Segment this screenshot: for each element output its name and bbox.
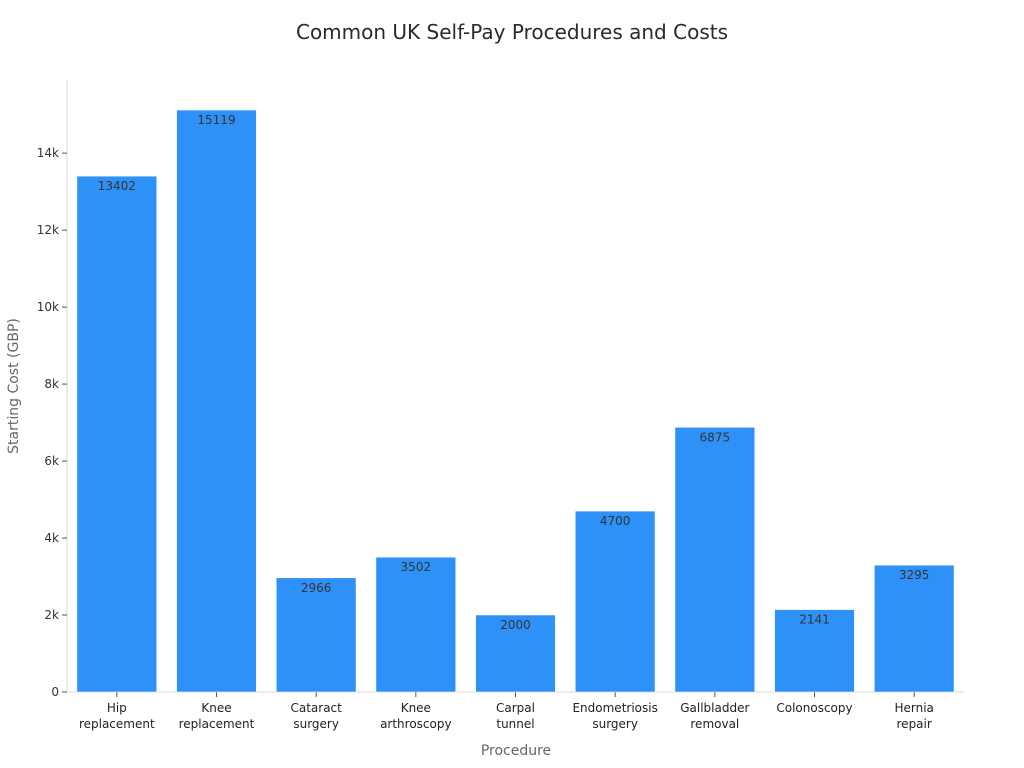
bars bbox=[76, 109, 955, 693]
data-label: 2966 bbox=[301, 581, 332, 595]
x-tick-label: Endometriosis surgery bbox=[572, 701, 657, 731]
data-label: 2000 bbox=[500, 618, 531, 632]
y-tick-label: 14k bbox=[37, 146, 59, 160]
y-tick-label: 8k bbox=[44, 377, 59, 391]
data-labels: 13402 15119 2966 3502 2000 4700 6875 2141 3295 bbox=[98, 113, 930, 632]
x-tick-label: Colonoscopy bbox=[776, 701, 852, 715]
y-tick-label: 0 bbox=[51, 685, 59, 699]
data-label: 3502 bbox=[401, 560, 432, 574]
data-label: 3295 bbox=[899, 568, 930, 582]
bar bbox=[874, 564, 955, 693]
x-tick-label: Hernia repair bbox=[894, 701, 933, 731]
x-tick-label: Gallbladder removal bbox=[680, 701, 749, 731]
x-tick-label: Cataract surgery bbox=[290, 701, 342, 731]
bar bbox=[475, 614, 556, 693]
bar bbox=[774, 609, 855, 693]
y-axis-title: Starting Cost (GBP) bbox=[6, 318, 22, 454]
bar bbox=[575, 510, 656, 693]
bar bbox=[674, 427, 755, 693]
x-tick-label: Carpal tunnel bbox=[496, 701, 535, 731]
data-label: 15119 bbox=[197, 113, 235, 127]
data-label: 2141 bbox=[799, 613, 830, 627]
x-axis: Hip replacement Knee replacement Cataract sur… bbox=[67, 691, 964, 731]
y-axis: 0 2k 4k 6k 8k 10k 12k 14k bbox=[37, 80, 68, 699]
x-tick-label: Knee arthroscopy bbox=[380, 701, 452, 731]
y-tick-label: 6k bbox=[44, 454, 59, 468]
bar bbox=[76, 175, 157, 693]
x-tick-label: Hip replacement bbox=[79, 701, 155, 731]
bar bbox=[276, 577, 357, 693]
y-tick-label: 2k bbox=[44, 608, 59, 622]
data-label: 4700 bbox=[600, 514, 631, 528]
data-label: 6875 bbox=[700, 430, 731, 444]
data-label: 13402 bbox=[98, 179, 136, 193]
x-tick-label: Knee replacement bbox=[179, 701, 255, 731]
y-tick-label: 10k bbox=[37, 300, 59, 314]
bar bbox=[176, 109, 257, 693]
y-tick-label: 4k bbox=[44, 531, 59, 545]
chart-title: Common UK Self-Pay Procedures and Costs bbox=[295, 20, 728, 44]
bar bbox=[375, 556, 456, 693]
x-axis-title: Procedure bbox=[481, 743, 551, 759]
y-tick-label: 12k bbox=[37, 223, 59, 237]
